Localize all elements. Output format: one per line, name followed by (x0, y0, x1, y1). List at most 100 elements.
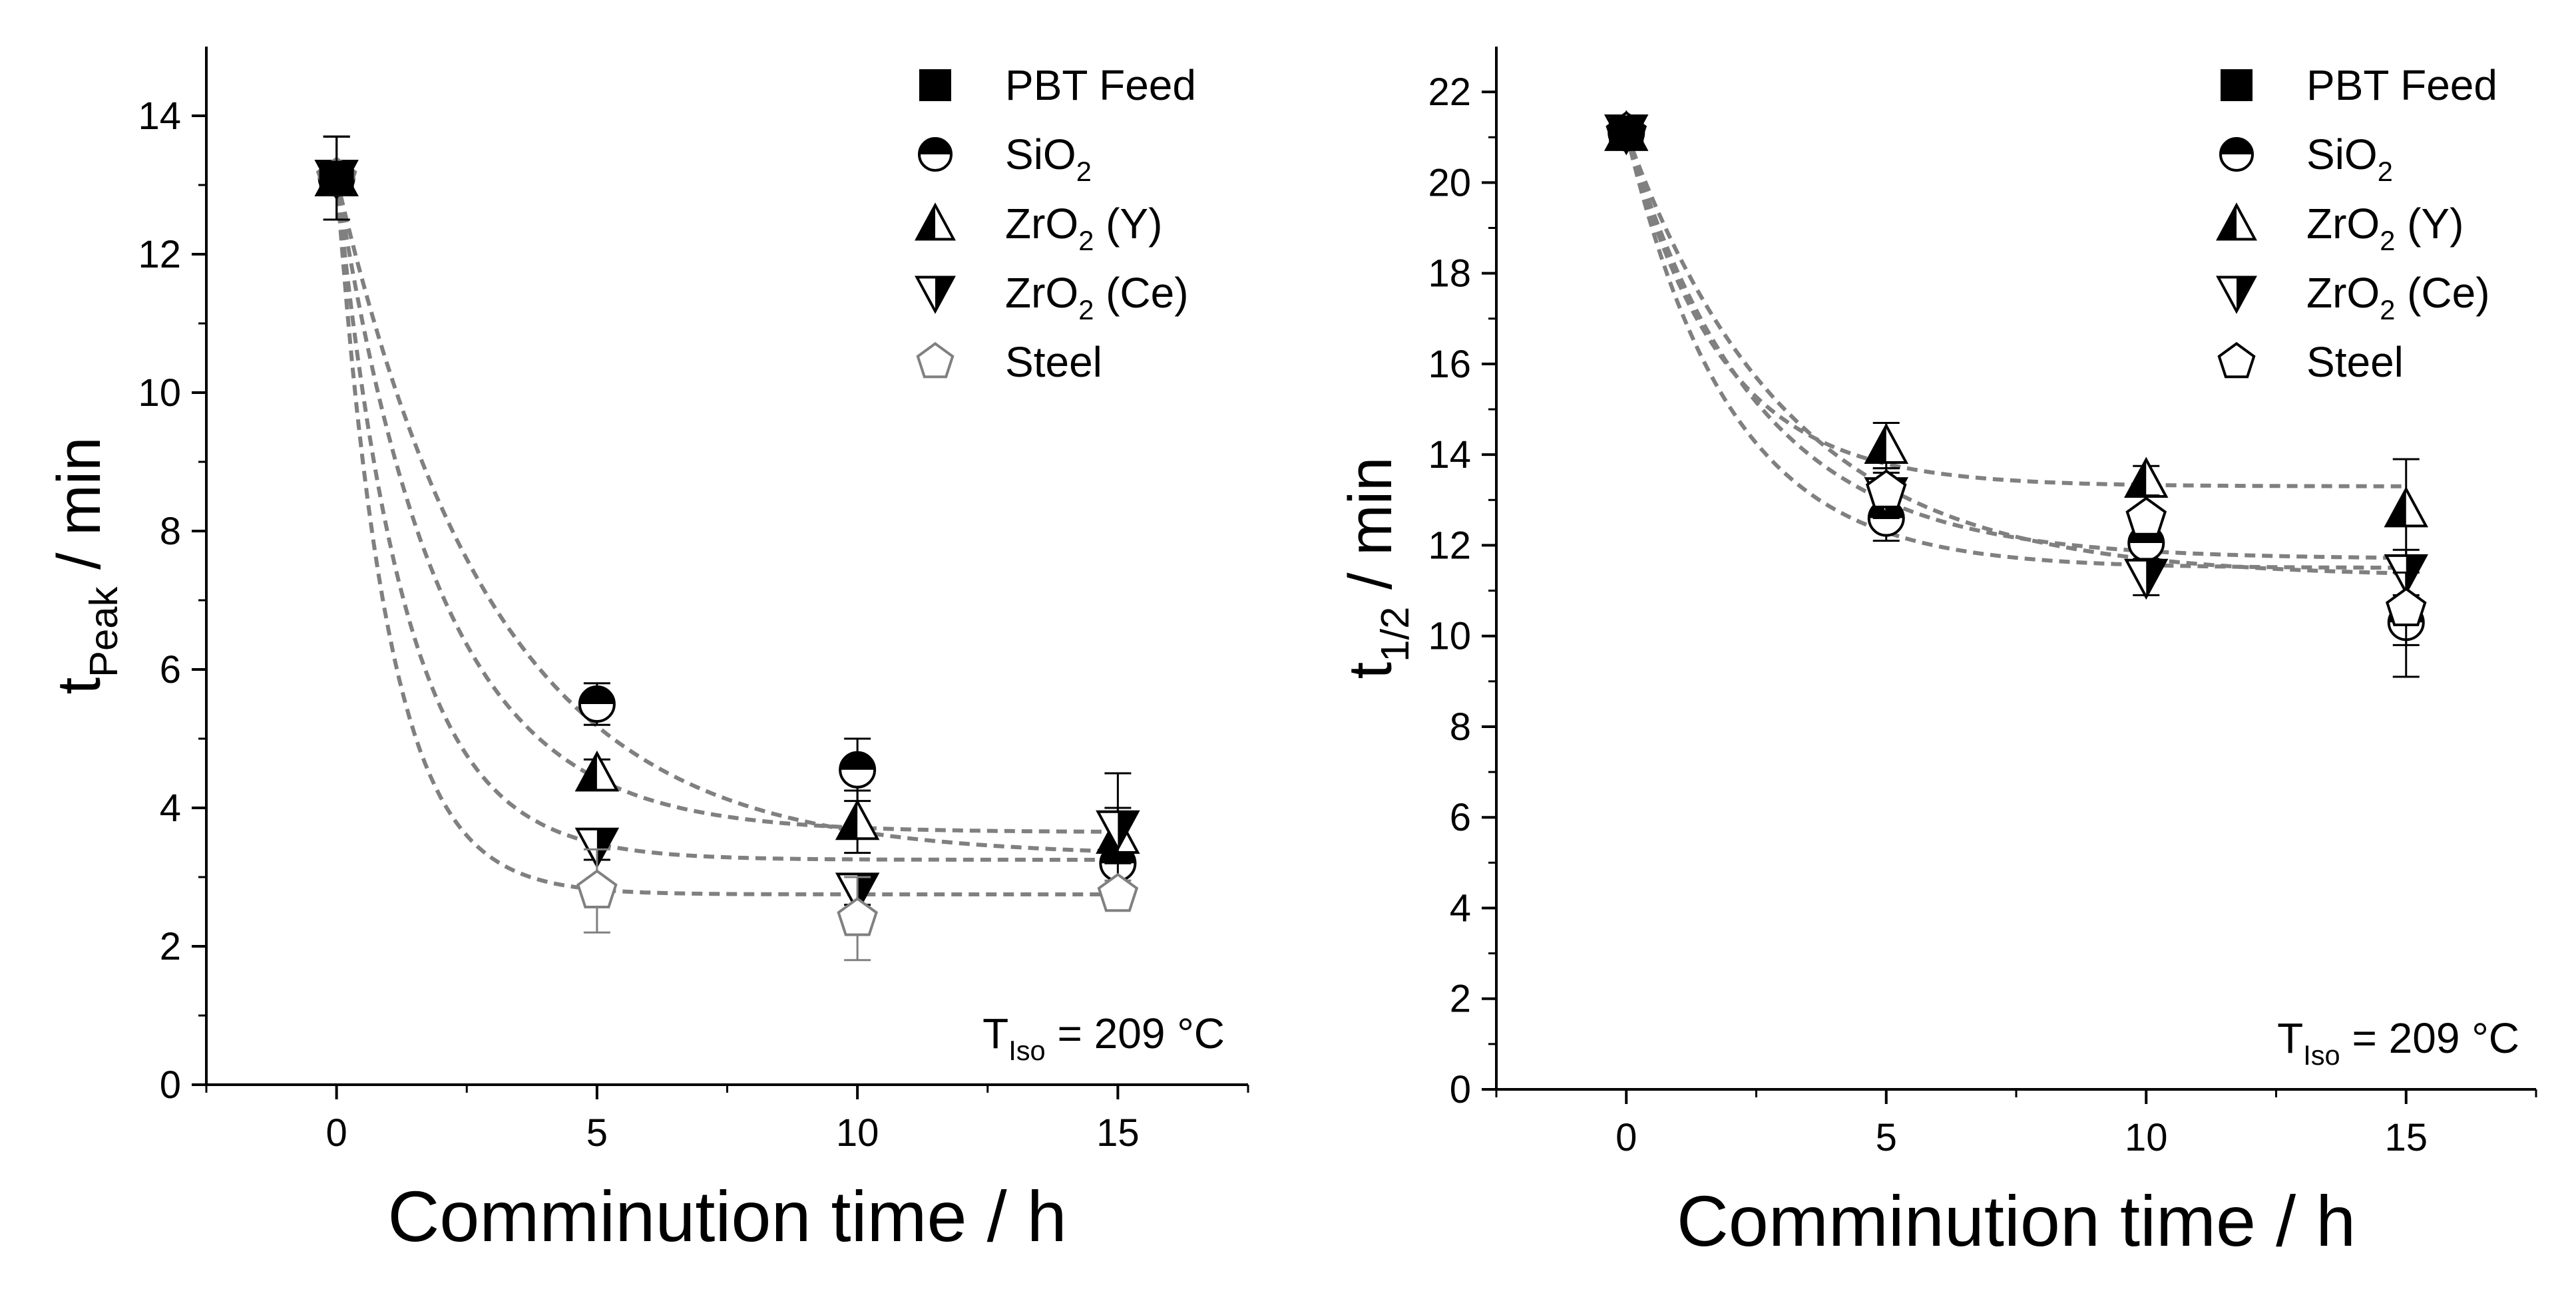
text-part: ZrO (1005, 200, 1078, 248)
legend-label: ZrO2 (Y) (1005, 200, 1162, 256)
y-axis-title: t1/2 / min (1337, 457, 1417, 679)
data-point (1609, 115, 1644, 150)
marker-triangle-fill (917, 205, 935, 240)
subscript: Peak (81, 586, 126, 677)
x-tick-label: 15 (1096, 1111, 1140, 1155)
y-tick-label: 2 (160, 925, 181, 968)
subscript: 2 (2380, 294, 2395, 325)
marker-square (319, 160, 354, 196)
fit-curve (1624, 132, 2406, 560)
legend-marker (918, 137, 953, 172)
x-tick-label: 0 (325, 1111, 347, 1155)
text-part: Steel (2306, 338, 2404, 386)
text-part: = 209 °C (1046, 1010, 1225, 1057)
marker-triangle-down-fill (935, 277, 954, 311)
y-tick-label: 18 (1428, 252, 1471, 295)
marker-square (919, 69, 951, 101)
y-tick-label: 10 (138, 371, 181, 415)
fit-curve (334, 178, 1118, 834)
data-point (2123, 457, 2169, 498)
marker-pentagon (2217, 341, 2256, 379)
y-tick-label: 6 (1450, 796, 1471, 839)
text-part: Steel (1005, 338, 1102, 386)
marker-triangle-fill (576, 753, 597, 791)
y-tick-label: 20 (1428, 161, 1471, 204)
chart-panel-left: 0 2 4 6 8 10 12 14 0 5 10 15 Comminution time / h tPe… (45, 47, 1249, 1256)
subscript: Iso (1008, 1035, 1046, 1066)
marker-circle-fill (919, 138, 951, 154)
text-part: t (45, 677, 113, 695)
y-tick-label: 0 (160, 1063, 181, 1107)
marker-triangle-fill (2126, 459, 2147, 497)
y-tick-label: 8 (1450, 705, 1471, 749)
legend-marker (2216, 276, 2257, 314)
legend-label: Steel (1005, 338, 1102, 386)
subscript: 2 (2378, 156, 2393, 187)
text-part: ZrO (2306, 200, 2380, 248)
y-tick-label: 22 (1428, 71, 1471, 114)
x-tick-label: 0 (1615, 1116, 1637, 1159)
text-part: = 209 °C (2340, 1014, 2519, 1062)
marker-triangle-down-fill (1118, 811, 1138, 849)
legend-label: SiO2 (2306, 130, 2393, 187)
legend-marker (915, 202, 956, 241)
legend-marker (916, 341, 955, 379)
x-tick-label: 5 (1876, 1116, 1897, 1159)
data-point (2123, 558, 2169, 600)
data-point (319, 160, 354, 196)
marker-triangle-fill (1866, 425, 1886, 462)
marker-square (1609, 115, 1644, 150)
y-tick-label: 14 (138, 94, 181, 138)
text-part: PBT Feed (2306, 61, 2497, 109)
marker-triangle-down-fill (2406, 555, 2426, 593)
data-point (574, 750, 620, 792)
y-tick-label: 12 (138, 233, 181, 276)
marker-triangle-down-fill (596, 829, 617, 866)
text-part: SiO (2306, 130, 2378, 178)
marker-circle-fill (2221, 138, 2253, 154)
data-point (1096, 810, 1140, 852)
y-axis-title: tPeak / min (45, 437, 126, 695)
y-tick-label: 8 (160, 510, 181, 553)
text-part: / min (45, 437, 113, 587)
marker-pentagon (1865, 469, 1907, 508)
subscript: 1/2 (1373, 607, 1417, 662)
y-axis-title-text: tPeak / min (45, 437, 126, 695)
subscript: 2 (1078, 225, 1094, 256)
data-point (2125, 496, 2167, 536)
x-tick-label: 10 (836, 1111, 879, 1155)
x-tick-label: 15 (2384, 1116, 2428, 1159)
marker-triangle-down-fill (2237, 277, 2255, 311)
text-part: (Y) (1094, 200, 1162, 248)
marker-pentagon (576, 869, 618, 908)
text-part: (Ce) (2395, 269, 2489, 317)
marker-triangle-fill (837, 801, 858, 839)
legend-marker (919, 69, 951, 101)
text-part: SiO (1005, 130, 1076, 178)
subscript: 2 (1078, 294, 1094, 325)
text-part: (Y) (2395, 200, 2464, 248)
text-part: ZrO (1005, 269, 1078, 317)
legend-marker (2217, 341, 2256, 379)
fit-curve (334, 177, 1118, 854)
legend-marker (2219, 137, 2254, 172)
data-point (1864, 423, 1909, 464)
marker-circle-fill (840, 752, 875, 770)
legend-marker (2216, 202, 2257, 241)
data-point (576, 869, 618, 908)
fit-curve (1624, 132, 2406, 576)
marker-triangle-down-fill (2146, 560, 2167, 598)
text-part: T (982, 1010, 1008, 1057)
data-point (837, 897, 878, 936)
legend-label: SiO2 (1005, 130, 1092, 187)
data-point (839, 751, 877, 789)
legend-label: ZrO2 (Y) (2306, 200, 2464, 256)
marker-pentagon (837, 897, 878, 936)
x-tick-label: 5 (586, 1111, 608, 1155)
y-tick-label: 12 (1428, 524, 1471, 567)
subscript: Iso (2303, 1039, 2340, 1071)
